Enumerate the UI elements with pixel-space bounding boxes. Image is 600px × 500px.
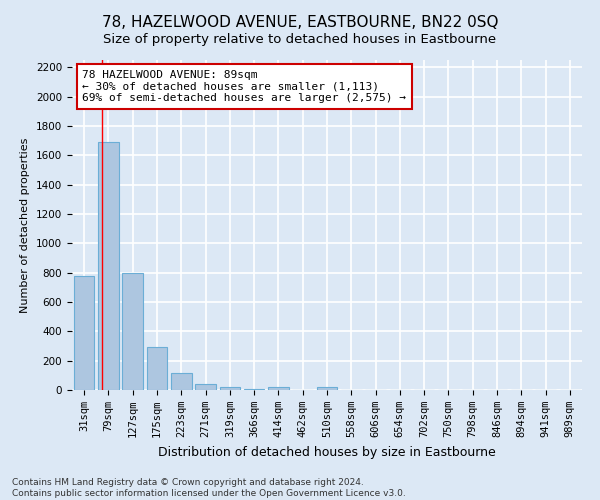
Y-axis label: Number of detached properties: Number of detached properties (20, 138, 31, 312)
Text: Size of property relative to detached houses in Eastbourne: Size of property relative to detached ho… (103, 32, 497, 46)
Text: 78, HAZELWOOD AVENUE, EASTBOURNE, BN22 0SQ: 78, HAZELWOOD AVENUE, EASTBOURNE, BN22 0… (102, 15, 498, 30)
X-axis label: Distribution of detached houses by size in Eastbourne: Distribution of detached houses by size … (158, 446, 496, 458)
Text: 78 HAZELWOOD AVENUE: 89sqm
← 30% of detached houses are smaller (1,113)
69% of s: 78 HAZELWOOD AVENUE: 89sqm ← 30% of deta… (82, 70, 406, 103)
Bar (268, 387, 289, 390)
Bar (122, 272, 143, 390)
Bar (220, 387, 240, 390)
Bar (98, 142, 119, 390)
Bar (171, 373, 191, 390)
Bar (74, 276, 94, 390)
Bar (195, 384, 216, 390)
Bar (146, 346, 167, 390)
Text: Contains HM Land Registry data © Crown copyright and database right 2024.
Contai: Contains HM Land Registry data © Crown c… (12, 478, 406, 498)
Bar (317, 387, 337, 390)
